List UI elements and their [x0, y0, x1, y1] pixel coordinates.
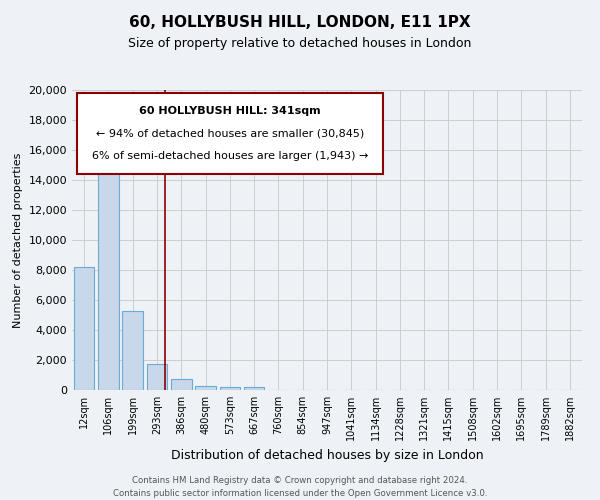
- Bar: [220, 387, 240, 390]
- Text: Size of property relative to detached houses in London: Size of property relative to detached ho…: [128, 38, 472, 51]
- Text: 60, HOLLYBUSH HILL, LONDON, E11 1PX: 60, HOLLYBUSH HILL, LONDON, E11 1PX: [129, 15, 471, 30]
- Text: Contains HM Land Registry data © Crown copyright and database right 2024.
Contai: Contains HM Land Registry data © Crown c…: [113, 476, 487, 498]
- FancyBboxPatch shape: [77, 93, 383, 174]
- Bar: [244, 387, 265, 390]
- Y-axis label: Number of detached properties: Number of detached properties: [13, 152, 23, 328]
- Text: 60 HOLLYBUSH HILL: 341sqm: 60 HOLLYBUSH HILL: 341sqm: [139, 106, 321, 116]
- Bar: [74, 267, 94, 390]
- Bar: [171, 379, 191, 390]
- Bar: [122, 310, 143, 390]
- Bar: [98, 142, 119, 390]
- X-axis label: Distribution of detached houses by size in London: Distribution of detached houses by size …: [170, 448, 484, 462]
- Text: ← 94% of detached houses are smaller (30,845): ← 94% of detached houses are smaller (30…: [96, 128, 364, 138]
- Bar: [195, 386, 216, 390]
- Bar: [146, 364, 167, 390]
- Text: 6% of semi-detached houses are larger (1,943) →: 6% of semi-detached houses are larger (1…: [92, 151, 368, 161]
